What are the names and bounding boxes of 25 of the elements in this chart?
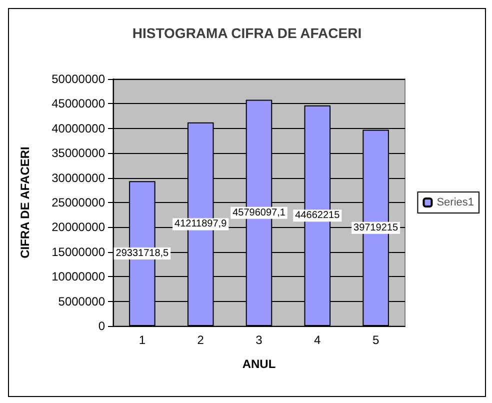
- y-tick-label: 50000000: [52, 72, 106, 86]
- data-label: 41211897,9: [174, 218, 228, 230]
- y-tick-label: 35000000: [52, 146, 106, 160]
- legend-label: Series1: [436, 196, 474, 208]
- y-tick-label: 5000000: [58, 294, 106, 308]
- x-tick-label: 2: [197, 333, 204, 347]
- y-tick-label: 20000000: [52, 220, 106, 234]
- x-tick-label: 3: [256, 333, 263, 347]
- y-tick-label: 30000000: [52, 170, 106, 185]
- data-label: 39719215: [354, 222, 398, 234]
- data-label: 44662215: [295, 210, 340, 222]
- y-tick-label: 10000000: [52, 270, 106, 284]
- x-tick-label: 4: [314, 333, 322, 347]
- chart-title: HISTOGRAMA CIFRA DE AFACERI: [132, 25, 362, 41]
- y-tick-label: 25000000: [52, 196, 106, 210]
- x-tick-label: 5: [372, 333, 380, 347]
- y-tick-label: 15000000: [52, 244, 106, 259]
- x-axis-title: ANUL: [242, 357, 276, 371]
- y-tick-label: 45000000: [52, 96, 106, 111]
- y-axis-title: CIFRA DE AFACERI: [18, 146, 32, 258]
- y-tick-label: 0: [98, 319, 106, 333]
- data-label: 45796097,1: [232, 207, 286, 218]
- y-tick-label: 40000000: [52, 121, 106, 136]
- x-tick-label: 1: [138, 333, 146, 347]
- data-label: 29331718,5: [116, 248, 170, 260]
